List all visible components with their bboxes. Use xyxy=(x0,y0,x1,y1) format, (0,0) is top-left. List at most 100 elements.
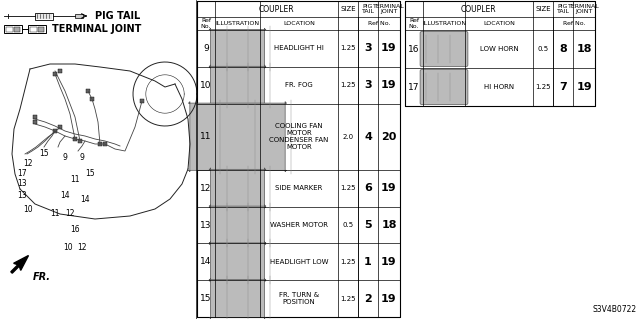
Text: 10: 10 xyxy=(63,242,73,251)
Text: TERMINAL
JOINT: TERMINAL JOINT xyxy=(373,4,405,14)
Text: COUPLER: COUPLER xyxy=(259,4,294,13)
Bar xyxy=(405,1,595,106)
Bar xyxy=(197,1,400,317)
Text: 0.5: 0.5 xyxy=(538,46,548,52)
Text: ILLUSTRATION: ILLUSTRATION xyxy=(216,21,260,26)
Text: 19: 19 xyxy=(381,257,397,267)
Text: 10: 10 xyxy=(23,205,33,214)
Text: 15: 15 xyxy=(39,149,49,158)
Text: S3V4B0722: S3V4B0722 xyxy=(593,305,637,314)
Text: SIDE MARKER: SIDE MARKER xyxy=(275,185,323,191)
Polygon shape xyxy=(11,256,29,273)
Text: 3: 3 xyxy=(364,80,372,90)
Text: 18: 18 xyxy=(576,44,592,54)
Text: 12: 12 xyxy=(23,159,33,167)
Text: 19: 19 xyxy=(381,293,397,304)
Text: 1.25: 1.25 xyxy=(340,45,356,51)
Text: 5: 5 xyxy=(364,220,372,230)
Text: 19: 19 xyxy=(381,43,397,53)
Bar xyxy=(33,120,37,124)
Text: HEADLIGHT LOW: HEADLIGHT LOW xyxy=(269,259,328,265)
Text: PIG
TAIL: PIG TAIL xyxy=(362,4,374,14)
Text: 15: 15 xyxy=(200,294,212,303)
Text: 10: 10 xyxy=(200,81,212,90)
Bar xyxy=(6,26,13,32)
Text: 3: 3 xyxy=(364,43,372,53)
Text: 2.0: 2.0 xyxy=(342,134,353,140)
Text: HEADLIGHT HI: HEADLIGHT HI xyxy=(274,45,324,51)
Text: 13: 13 xyxy=(17,179,27,188)
Text: 2: 2 xyxy=(364,293,372,304)
Bar xyxy=(103,142,107,146)
Text: ILLUSTRATION: ILLUSTRATION xyxy=(422,21,466,26)
Text: HI HORN: HI HORN xyxy=(484,84,514,90)
Text: Ref No.: Ref No. xyxy=(368,21,390,26)
Bar xyxy=(73,137,77,141)
FancyBboxPatch shape xyxy=(420,32,468,66)
Bar xyxy=(33,115,37,119)
Text: 7: 7 xyxy=(559,82,567,92)
Bar xyxy=(75,14,83,18)
Text: 13: 13 xyxy=(200,220,212,229)
Text: COUPLER: COUPLER xyxy=(460,4,496,13)
Bar xyxy=(58,125,62,129)
Text: 12: 12 xyxy=(65,209,75,218)
Text: 15: 15 xyxy=(85,168,95,177)
Bar xyxy=(38,26,44,32)
Text: 1.25: 1.25 xyxy=(340,185,356,191)
Bar xyxy=(53,129,57,133)
Text: TERMINAL JOINT: TERMINAL JOINT xyxy=(52,24,141,34)
Text: 1.25: 1.25 xyxy=(340,259,356,265)
Bar xyxy=(90,97,94,101)
Text: Ref No.: Ref No. xyxy=(563,21,585,26)
Text: SIZE: SIZE xyxy=(535,6,551,12)
Bar xyxy=(53,72,57,76)
FancyBboxPatch shape xyxy=(209,28,266,69)
Text: 1.25: 1.25 xyxy=(340,296,356,301)
Bar xyxy=(4,25,22,33)
Text: 4: 4 xyxy=(364,132,372,142)
Text: 19: 19 xyxy=(381,80,397,90)
Text: 14: 14 xyxy=(80,196,90,204)
Text: 20: 20 xyxy=(381,132,397,142)
Text: 11: 11 xyxy=(200,132,212,141)
Bar xyxy=(14,26,20,32)
Text: FR.: FR. xyxy=(33,272,51,282)
Text: 16: 16 xyxy=(70,226,80,234)
Bar xyxy=(405,1,595,106)
Text: LOW HORN: LOW HORN xyxy=(479,46,518,52)
FancyBboxPatch shape xyxy=(209,204,266,245)
Bar xyxy=(28,25,46,33)
Text: 13: 13 xyxy=(17,191,27,201)
Text: 19: 19 xyxy=(381,183,397,193)
Bar xyxy=(86,89,90,93)
Text: 18: 18 xyxy=(381,220,397,230)
FancyBboxPatch shape xyxy=(209,278,266,319)
Text: 9: 9 xyxy=(63,152,67,161)
Text: 12: 12 xyxy=(77,242,87,251)
FancyBboxPatch shape xyxy=(188,101,287,172)
Text: FR. FOG: FR. FOG xyxy=(285,82,313,88)
Text: 11: 11 xyxy=(51,209,60,218)
Text: 9: 9 xyxy=(203,44,209,53)
Text: 17: 17 xyxy=(408,83,420,92)
Text: Ref
No.: Ref No. xyxy=(201,18,211,29)
Text: 0.5: 0.5 xyxy=(342,222,353,228)
FancyBboxPatch shape xyxy=(209,65,266,106)
Text: 14: 14 xyxy=(60,190,70,199)
Text: 14: 14 xyxy=(200,257,212,266)
Text: LOCATION: LOCATION xyxy=(483,21,515,26)
Bar xyxy=(58,69,62,73)
Bar xyxy=(30,26,37,32)
Bar xyxy=(140,99,144,103)
Text: 1: 1 xyxy=(364,257,372,267)
Text: 12: 12 xyxy=(200,184,212,193)
Text: PIG TAIL: PIG TAIL xyxy=(95,11,140,21)
Text: 16: 16 xyxy=(408,44,420,54)
Text: PIG
TAIL: PIG TAIL xyxy=(557,4,570,14)
Text: 19: 19 xyxy=(576,82,592,92)
Text: 9: 9 xyxy=(79,152,84,161)
Text: WASHER MOTOR: WASHER MOTOR xyxy=(270,222,328,228)
Text: Ref
No.: Ref No. xyxy=(409,18,419,29)
Text: 1.25: 1.25 xyxy=(535,84,551,90)
